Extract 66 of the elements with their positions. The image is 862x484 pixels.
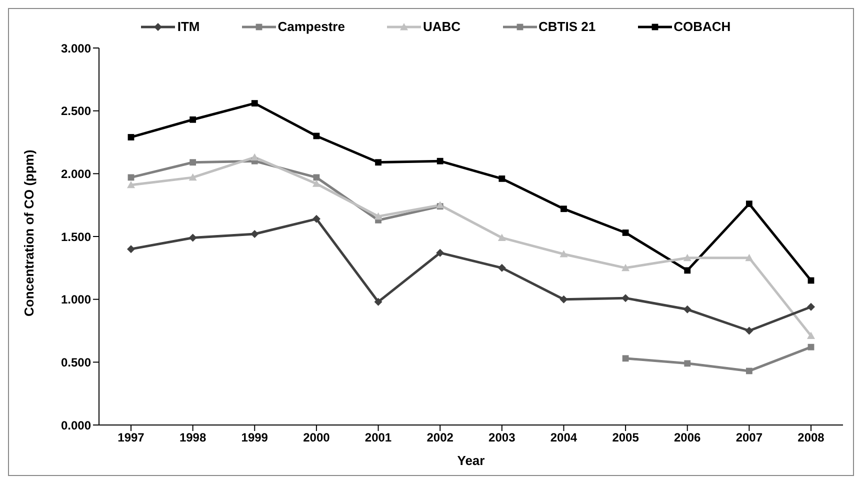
x-tick-label: 1997 xyxy=(118,430,145,445)
point xyxy=(312,214,320,223)
point xyxy=(746,200,752,208)
legend-label: CBTIS 21 xyxy=(538,19,596,34)
point xyxy=(190,116,196,123)
point xyxy=(560,206,567,212)
point xyxy=(188,234,197,242)
point xyxy=(127,245,135,254)
point xyxy=(312,180,320,187)
point xyxy=(498,264,506,272)
point xyxy=(250,153,259,161)
point xyxy=(622,264,630,272)
point xyxy=(807,302,815,311)
point xyxy=(190,159,196,166)
x-tick-label: 2001 xyxy=(364,430,392,445)
point xyxy=(128,174,134,181)
y-tick-label: 1.500 xyxy=(60,230,92,244)
point xyxy=(498,234,506,241)
point xyxy=(375,159,382,166)
point xyxy=(683,305,692,314)
point xyxy=(374,298,382,306)
x-tick-label: 1998 xyxy=(179,430,206,445)
point xyxy=(188,173,197,181)
legend-label: Campestre xyxy=(276,19,345,34)
y-tick-label: 0.000 xyxy=(60,418,92,432)
point xyxy=(684,360,691,367)
point xyxy=(684,267,691,274)
point xyxy=(436,248,444,257)
x-tick-label: 1999 xyxy=(241,430,268,445)
point xyxy=(313,174,320,181)
x-tick-label: 2004 xyxy=(550,430,578,445)
x-tick-label: 2003 xyxy=(488,430,516,445)
point xyxy=(622,230,629,236)
point xyxy=(622,294,630,302)
point xyxy=(808,344,814,350)
point xyxy=(622,355,629,362)
point xyxy=(250,230,259,238)
x-tick-label: 2005 xyxy=(612,430,640,445)
x-axis-title: Year xyxy=(457,453,485,468)
point xyxy=(560,250,568,258)
y-axis-title: Concentration of CO (ppm) xyxy=(22,150,37,316)
point xyxy=(127,180,135,188)
y-tick-label: 0.500 xyxy=(60,355,92,370)
x-tick-label: 2002 xyxy=(426,430,454,445)
point xyxy=(436,158,444,164)
x-tick-label: 2000 xyxy=(303,430,330,445)
point xyxy=(560,295,568,304)
point xyxy=(807,332,815,339)
point xyxy=(498,175,506,182)
point xyxy=(374,212,382,220)
y-tick-label: 1.000 xyxy=(60,292,92,307)
legend-label: ITM xyxy=(176,19,200,34)
legend-label: UABC xyxy=(422,19,460,34)
y-tick-label: 2.500 xyxy=(60,104,92,118)
x-tick-label: 2007 xyxy=(736,430,763,445)
point xyxy=(683,254,692,262)
point xyxy=(745,254,754,262)
point xyxy=(251,100,258,106)
point xyxy=(128,134,134,140)
y-tick-label: 2.000 xyxy=(60,166,92,181)
point xyxy=(745,326,754,335)
legend-label: COBACH xyxy=(672,19,731,34)
y-tick-label: 3.000 xyxy=(60,41,92,56)
x-tick-label: 2008 xyxy=(798,430,825,445)
point xyxy=(746,368,752,374)
x-tick-label: 2006 xyxy=(674,430,702,445)
